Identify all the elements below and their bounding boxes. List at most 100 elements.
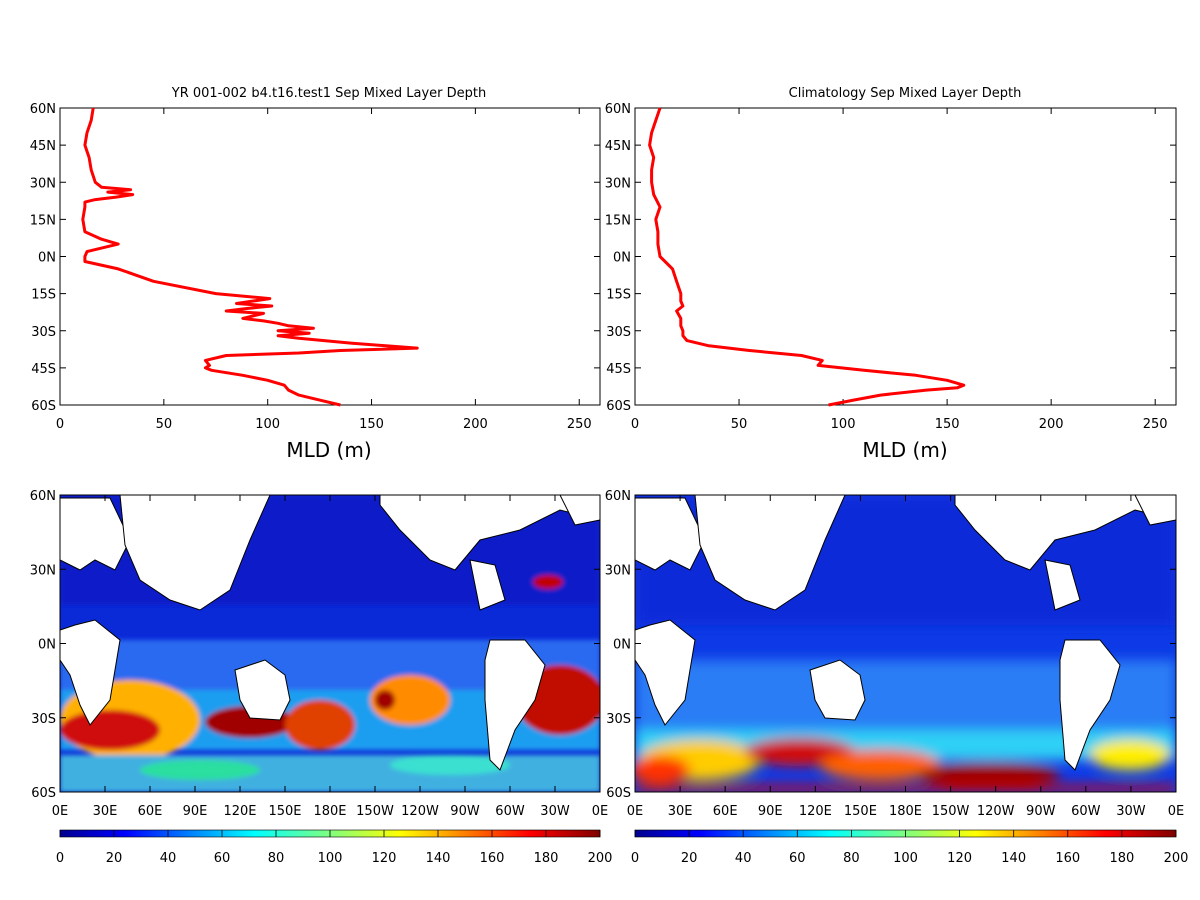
profile-model-xlabel: MLD (m) <box>286 438 371 462</box>
profile-clim-title: Climatology Sep Mixed Layer Depth <box>789 86 1022 101</box>
map-model: 0E 30E 60E 90E 120E 150E 180E 150W 120W 90W 60W 30W… <box>30 489 613 866</box>
map-model-land <box>60 495 600 771</box>
x-tick-label: 250 <box>567 417 592 432</box>
colorbar-tick-label: 180 <box>534 851 559 866</box>
profile-model-frame <box>59 107 601 406</box>
x-tick-label: 100 <box>255 417 280 432</box>
lon-tick-label: 120E <box>799 804 832 819</box>
y-tick-label: 15N <box>605 213 631 228</box>
lon-tick-label: 90E <box>183 804 208 819</box>
y-tick-label: 60S <box>606 399 631 414</box>
colorbar-tick-label: 120 <box>947 851 972 866</box>
colorbar-tick-label: 140 <box>1001 851 1026 866</box>
lon-tick-label: 0E <box>52 804 69 819</box>
colorbar-tick-label: 40 <box>160 851 177 866</box>
lon-tick-label: 0E <box>592 804 609 819</box>
x-tick-label: 100 <box>831 417 856 432</box>
lon-tick-label: 60E <box>713 804 738 819</box>
lat-tick-label: 60S <box>31 786 56 801</box>
lon-tick-label: 0E <box>627 804 644 819</box>
lon-tick-label: 120E <box>223 804 256 819</box>
lon-tick-label: 60E <box>138 804 163 819</box>
lon-tick-label: 30W <box>1116 804 1146 819</box>
lon-tick-label: 60W <box>495 804 525 819</box>
y-tick-label: 45S <box>606 362 631 377</box>
y-tick-label: 15S <box>606 288 631 303</box>
lat-tick-label: 30S <box>31 712 56 727</box>
map-clim-land <box>635 495 1176 771</box>
lat-tick-label: 60N <box>30 489 56 504</box>
x-tick-label: 150 <box>935 417 960 432</box>
colorbar-tick-label: 20 <box>681 851 698 866</box>
colorbar-tick-label: 40 <box>735 851 752 866</box>
lat-tick-label: 30N <box>30 563 56 578</box>
x-tick-label: 0 <box>56 417 64 432</box>
profile-clim-frame <box>634 107 1177 406</box>
profile-model-title: YR 001-002 b4.t16.test1 Sep Mixed Layer … <box>171 86 486 101</box>
x-tick-label: 50 <box>731 417 748 432</box>
profile-clim-line <box>648 107 966 407</box>
lat-tick-label: 0N <box>38 638 56 653</box>
lon-tick-label: 30W <box>540 804 570 819</box>
colorbar-tick-label: 200 <box>1164 851 1189 866</box>
colorbar-tick-label: 80 <box>268 851 285 866</box>
colorbar-tick-label: 60 <box>789 851 806 866</box>
profile-model-line <box>81 107 419 407</box>
lon-tick-label: 180E <box>313 804 346 819</box>
lon-tick-label: 90E <box>758 804 783 819</box>
colorbar-tick-label: 160 <box>480 851 505 866</box>
lat-tick-label: 0N <box>613 638 631 653</box>
lon-tick-label: 90W <box>1026 804 1056 819</box>
profile-chart-climatology: Climatology Sep Mixed Layer Depth 60N 45N… <box>605 86 1177 462</box>
lon-tick-label: 120W <box>401 804 439 819</box>
y-tick-label: 0N <box>38 251 56 266</box>
x-tick-label: 200 <box>463 417 488 432</box>
colorbar-tick-label: 140 <box>426 851 451 866</box>
y-tick-label: 30S <box>606 325 631 340</box>
lon-tick-label: 150W <box>356 804 394 819</box>
y-tick-label: 60S <box>31 399 56 414</box>
lon-tick-label: 120W <box>977 804 1015 819</box>
y-tick-label: 45N <box>605 139 631 154</box>
y-tick-label: 60N <box>30 102 56 117</box>
y-tick-label: 30S <box>31 325 56 340</box>
colorbar-tick-label: 180 <box>1109 851 1134 866</box>
y-tick-label: 30N <box>30 176 56 191</box>
profile-clim-xlabel: MLD (m) <box>862 438 947 462</box>
colorbar-tick-label: 200 <box>588 851 613 866</box>
colorbar-tick-label: 80 <box>843 851 860 866</box>
y-tick-label: 0N <box>613 251 631 266</box>
lat-tick-label: 30N <box>605 563 631 578</box>
colorbar-tick-label: 0 <box>631 851 639 866</box>
x-tick-label: 200 <box>1039 417 1064 432</box>
lat-tick-label: 60N <box>605 489 631 504</box>
lon-tick-label: 90W <box>450 804 480 819</box>
lon-tick-label: 180E <box>889 804 922 819</box>
profile-chart-model: YR 001-002 b4.t16.test1 Sep Mixed Layer … <box>30 86 601 462</box>
x-tick-label: 150 <box>359 417 384 432</box>
y-tick-label: 30N <box>605 176 631 191</box>
lat-tick-label: 60S <box>606 786 631 801</box>
y-tick-label: 60N <box>605 102 631 117</box>
lon-tick-label: 150E <box>844 804 877 819</box>
x-tick-label: 250 <box>1143 417 1168 432</box>
lon-tick-label: 150W <box>932 804 970 819</box>
lon-tick-label: 30E <box>668 804 693 819</box>
colorbar-tick-label: 100 <box>318 851 343 866</box>
colorbar-tick-label: 0 <box>56 851 64 866</box>
lon-tick-label: 150E <box>268 804 301 819</box>
map-climatology: 0E 30E 60E 90E 120E 150E 180E 150W 120W 90W 60W 30W… <box>605 489 1189 866</box>
lon-tick-label: 30E <box>93 804 118 819</box>
colorbar-tick-label: 100 <box>893 851 918 866</box>
y-tick-label: 45N <box>30 139 56 154</box>
lon-tick-label: 0E <box>1168 804 1185 819</box>
x-tick-label: 0 <box>631 417 639 432</box>
y-tick-label: 15S <box>31 288 56 303</box>
colorbar-tick-label: 20 <box>106 851 123 866</box>
lon-tick-label: 60W <box>1071 804 1101 819</box>
y-tick-label: 15N <box>30 213 56 228</box>
y-tick-label: 45S <box>31 362 56 377</box>
x-tick-label: 50 <box>156 417 173 432</box>
lat-tick-label: 30S <box>606 712 631 727</box>
colorbar-tick-label: 160 <box>1055 851 1080 866</box>
